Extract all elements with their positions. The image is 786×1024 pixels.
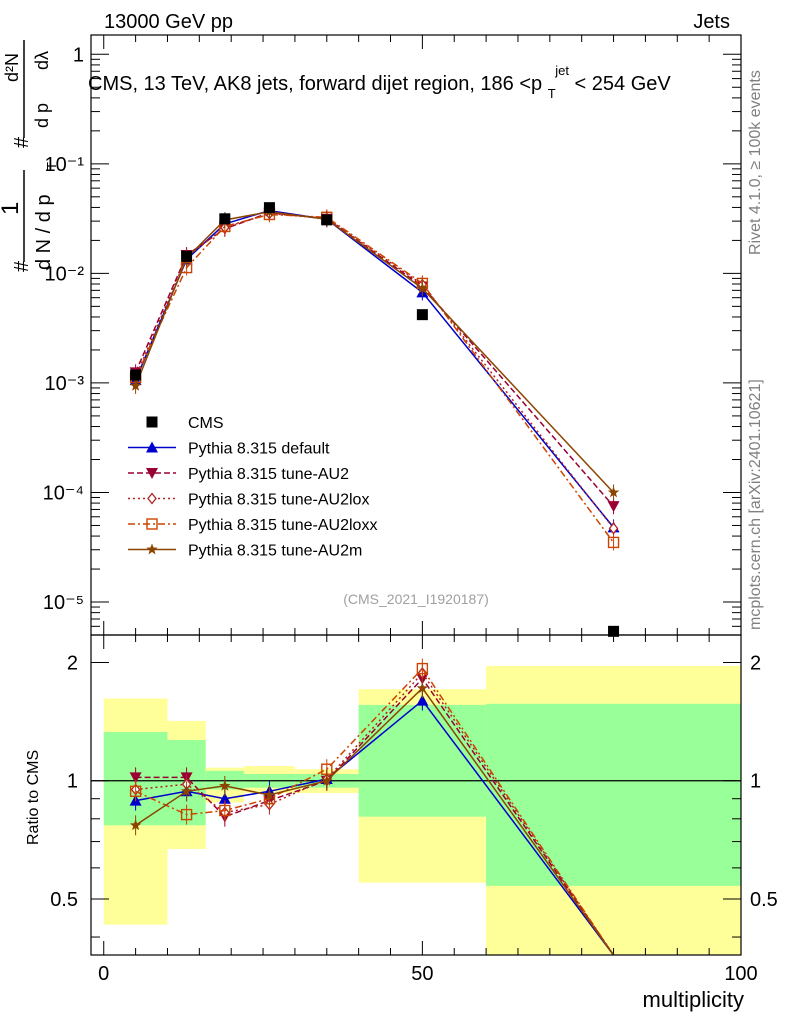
axes-layer: 0 50 100 1 10⁻¹ 10⁻² 10⁻³ 10⁻⁴ 10⁻⁵ 0.5 0.5 1 1 2 2 (43, 35, 778, 985)
legend-label: Pythia 8.315 tune-AU2m (188, 543, 362, 560)
ratio-tick-label-right: 1 (750, 771, 761, 793)
ratio-band-inner (486, 703, 741, 886)
ratio-point (219, 779, 231, 791)
series-point (416, 282, 429, 294)
plot-title-sup: jet (554, 63, 569, 78)
y-tick-label: 10⁻⁵ (43, 592, 84, 614)
series-point (607, 486, 620, 498)
ratio-point (129, 819, 142, 831)
series-point (607, 501, 620, 513)
y-tick-label: 10⁻¹ (45, 154, 85, 176)
legend-marker (146, 441, 158, 453)
ratio-tick-label-left: 0.5 (50, 889, 78, 911)
legend-marker (146, 416, 158, 428)
legend-label: Pythia 8.315 tune-AU2loxx (188, 517, 377, 534)
cms-data-point (219, 213, 231, 225)
svg-text:CMS, 13 TeV, AK8 jets, forward: CMS, 13 TeV, AK8 jets, forward dijet reg… (88, 58, 671, 103)
plot-title-main: CMS, 13 TeV, AK8 jets, forward dijet reg… (88, 73, 542, 95)
ratio-point (180, 785, 193, 797)
ratio-point (218, 792, 231, 804)
ratio-tick-label-left: 2 (67, 653, 78, 675)
ratio-tick-label-left: 1 (67, 771, 78, 793)
ratio-point (263, 789, 276, 800)
ratio-tick-label-right: 2 (750, 653, 761, 675)
legend-marker (146, 518, 158, 530)
cms-data-point (608, 625, 620, 637)
cms-data-point (263, 202, 275, 214)
legend: CMS Pythia 8.315 default Pythia 8.315 tune… (128, 415, 377, 560)
y-label-dlambda: dλ (32, 51, 52, 70)
rivet-version-label: Rivet 4.1.0, ≥ 100k events (747, 70, 764, 255)
x-tick-label: 0 (98, 963, 109, 985)
ratio-tick-label-right: 0.5 (750, 889, 778, 911)
cms-data-point (181, 250, 193, 262)
plot-title-sub: T (548, 86, 556, 101)
series-point (129, 379, 142, 391)
x-axis-label: multiplicity (643, 987, 744, 1012)
y-tick-label: 10⁻⁴ (43, 482, 84, 504)
ratio-point (219, 804, 231, 817)
legend-marker (147, 492, 157, 505)
ratio-point (416, 682, 429, 694)
ratio-point (321, 774, 333, 786)
series-point (607, 536, 620, 549)
header-jets-label: Jets (693, 11, 730, 33)
y-label-hash1: # (11, 260, 33, 272)
y-tick-label: 10⁻³ (45, 373, 85, 395)
y-label-dndpt: d N / d p (33, 194, 55, 270)
ratio-bands-layer (103, 665, 741, 955)
cms-data-layer (130, 202, 620, 637)
analysis-watermark: (CMS_2021_I1920187) (343, 591, 489, 607)
y-tick-label: 10⁻² (45, 263, 85, 285)
legend-marker (146, 543, 158, 555)
legend-label: Pythia 8.315 tune-AU2 (188, 466, 349, 483)
y-axis-label: # 1 d N / d p T # d²N d p dλ (0, 40, 59, 272)
ratio-point (129, 785, 142, 797)
y-label-sub-t: T (44, 162, 59, 170)
y-label-hash2: # (11, 136, 33, 148)
cms-data-point (321, 214, 333, 226)
plot-title: CMS, 13 TeV, AK8 jets, forward dijet reg… (88, 58, 671, 103)
legend-marker (146, 468, 158, 479)
cms-data-point (130, 369, 142, 381)
ratio-point (180, 808, 193, 821)
ratio-point (129, 772, 142, 784)
ratio-series-layer (129, 658, 615, 956)
legend-label: CMS (188, 415, 224, 432)
series-point (608, 522, 619, 535)
y-label-d2n: d²N (2, 53, 22, 82)
cms-data-point (416, 309, 428, 321)
y-label-one: 1 (0, 202, 24, 215)
legend-label: Pythia 8.315 tune-AU2lox (188, 492, 369, 509)
legend-label: Pythia 8.315 default (188, 441, 330, 458)
ratio-panel-frame (90, 634, 742, 956)
ratio-y-axis-label: Ratio to CMS (25, 750, 42, 845)
header-energy-label: 13000 GeV pp (104, 11, 233, 33)
mcplots-label: mcplots.cern.ch [arXiv:2401.10621] (747, 379, 764, 630)
ratio-point (416, 662, 429, 675)
x-tick-label: 100 (724, 963, 757, 985)
y-label-dpt: d p (32, 103, 52, 128)
plot-title-tail: < 254 GeV (575, 73, 672, 95)
ratio-point (416, 694, 429, 706)
y-tick-label: 1 (73, 44, 84, 66)
x-tick-label: 50 (411, 963, 433, 985)
